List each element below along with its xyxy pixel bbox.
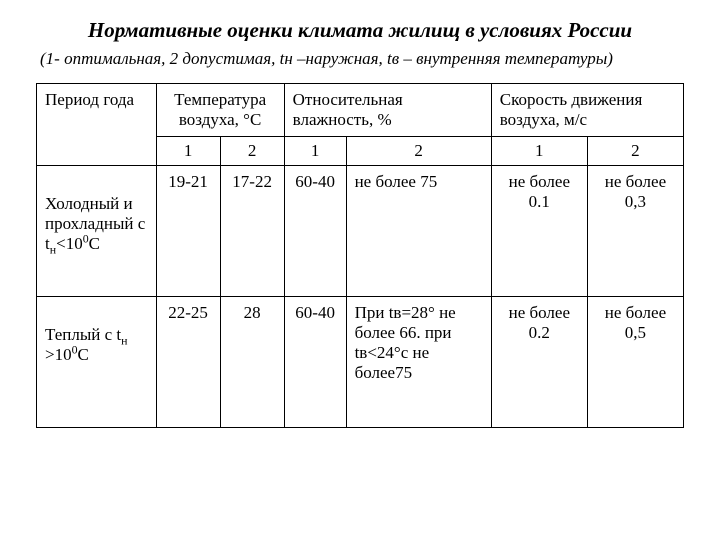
cell-t1: 19-21 [156, 166, 220, 297]
cell-t1: 22-25 [156, 297, 220, 428]
cell-period: Теплый с tн >100С [37, 297, 157, 428]
cell-v1: не более 0.1 [491, 166, 587, 297]
header-period: Период года [37, 84, 157, 166]
cell-h1: 60-40 [284, 166, 346, 297]
cell-period: Холодный и прохладный с tн<100С [37, 166, 157, 297]
subheader-cell: 1 [491, 137, 587, 166]
subheader-cell: 1 [284, 137, 346, 166]
header-velocity: Скорость движения воздуха, м/с [491, 84, 683, 137]
table-row: Холодный и прохладный с tн<100С 19-21 17… [37, 166, 684, 297]
table-header-row: Период года Температура воздуха, °С Отно… [37, 84, 684, 137]
subheader-cell: 1 [156, 137, 220, 166]
cell-h2: При tв=28° не более 66. при tв<24°c не б… [346, 297, 491, 428]
cell-t2: 17-22 [220, 166, 284, 297]
subheader-cell: 2 [220, 137, 284, 166]
subheader-cell: 2 [587, 137, 683, 166]
cell-v2: не более 0,3 [587, 166, 683, 297]
page-subtitle: (1- оптимальная, 2 допустимая, tн –наруж… [36, 49, 684, 69]
cell-v1: не более 0.2 [491, 297, 587, 428]
table-row: Теплый с tн >100С 22-25 28 60-40 При tв=… [37, 297, 684, 428]
header-humidity: Относительная влажность, % [284, 84, 491, 137]
climate-table: Период года Температура воздуха, °С Отно… [36, 83, 684, 428]
header-temp: Температура воздуха, °С [156, 84, 284, 137]
subheader-cell: 2 [346, 137, 491, 166]
cell-t2: 28 [220, 297, 284, 428]
cell-h2: не более 75 [346, 166, 491, 297]
page: Нормативные оценки климата жилищ в услов… [0, 0, 720, 448]
page-title: Нормативные оценки климата жилищ в услов… [36, 18, 684, 43]
cell-v2: не более 0,5 [587, 297, 683, 428]
cell-h1: 60-40 [284, 297, 346, 428]
